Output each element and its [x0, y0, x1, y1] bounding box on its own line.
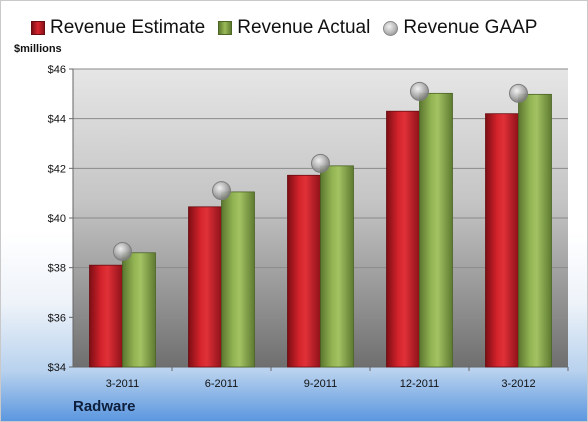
y-axis-unit-label: $millions — [14, 43, 62, 55]
marker-revenue-gaap — [212, 181, 231, 201]
bar-revenue-estimate — [485, 113, 519, 368]
legend-label-gaap: Revenue GAAP — [403, 17, 538, 38]
legend-label-actual: Revenue Actual — [237, 17, 371, 38]
bar-revenue-estimate — [287, 174, 321, 368]
bar-revenue-estimate — [188, 206, 222, 368]
bar-revenue-actual — [122, 252, 156, 368]
y-tick-label: $46 — [48, 64, 66, 76]
bar-revenue-actual — [221, 191, 255, 368]
y-tick-label: $40 — [48, 213, 66, 225]
bars — [89, 92, 552, 368]
legend-item-estimate: Revenue Estimate — [31, 17, 205, 39]
bar-revenue-actual — [419, 92, 453, 368]
x-tick-label: 3-2011 — [106, 378, 139, 390]
gaap-markers — [113, 81, 528, 262]
bar-revenue-estimate — [386, 110, 420, 368]
bar-revenue-actual — [518, 93, 552, 368]
company-name: Radware — [73, 398, 136, 415]
legend-swatch-actual — [218, 21, 233, 35]
x-tick-label: 12-2011 — [400, 378, 440, 390]
legend-label-estimate: Revenue Estimate — [50, 17, 206, 38]
y-tick-label: $38 — [48, 263, 66, 275]
y-tick-label: $34 — [48, 362, 66, 374]
marker-revenue-gaap — [410, 81, 429, 101]
y-tick-label: $44 — [48, 114, 66, 126]
marker-revenue-gaap — [113, 242, 132, 262]
marker-revenue-gaap — [311, 153, 330, 173]
legend-marker-gaap — [383, 20, 399, 36]
legend: Revenue Estimate Revenue Actual Revenue … — [31, 15, 550, 41]
legend-item-actual: Revenue Actual — [218, 17, 370, 39]
bar-revenue-estimate — [89, 264, 123, 368]
x-tick-label: 3-2012 — [501, 378, 535, 390]
marker-revenue-gaap — [509, 83, 528, 103]
y-tick-label: $36 — [48, 312, 66, 324]
legend-swatch-estimate — [31, 21, 45, 35]
y-tick-label: $42 — [48, 163, 66, 175]
x-tick-label: 6-2011 — [205, 378, 238, 390]
x-tick-label: 9-2011 — [304, 378, 337, 390]
bar-revenue-actual — [320, 165, 354, 368]
legend-item-gaap: Revenue GAAP — [383, 17, 537, 39]
